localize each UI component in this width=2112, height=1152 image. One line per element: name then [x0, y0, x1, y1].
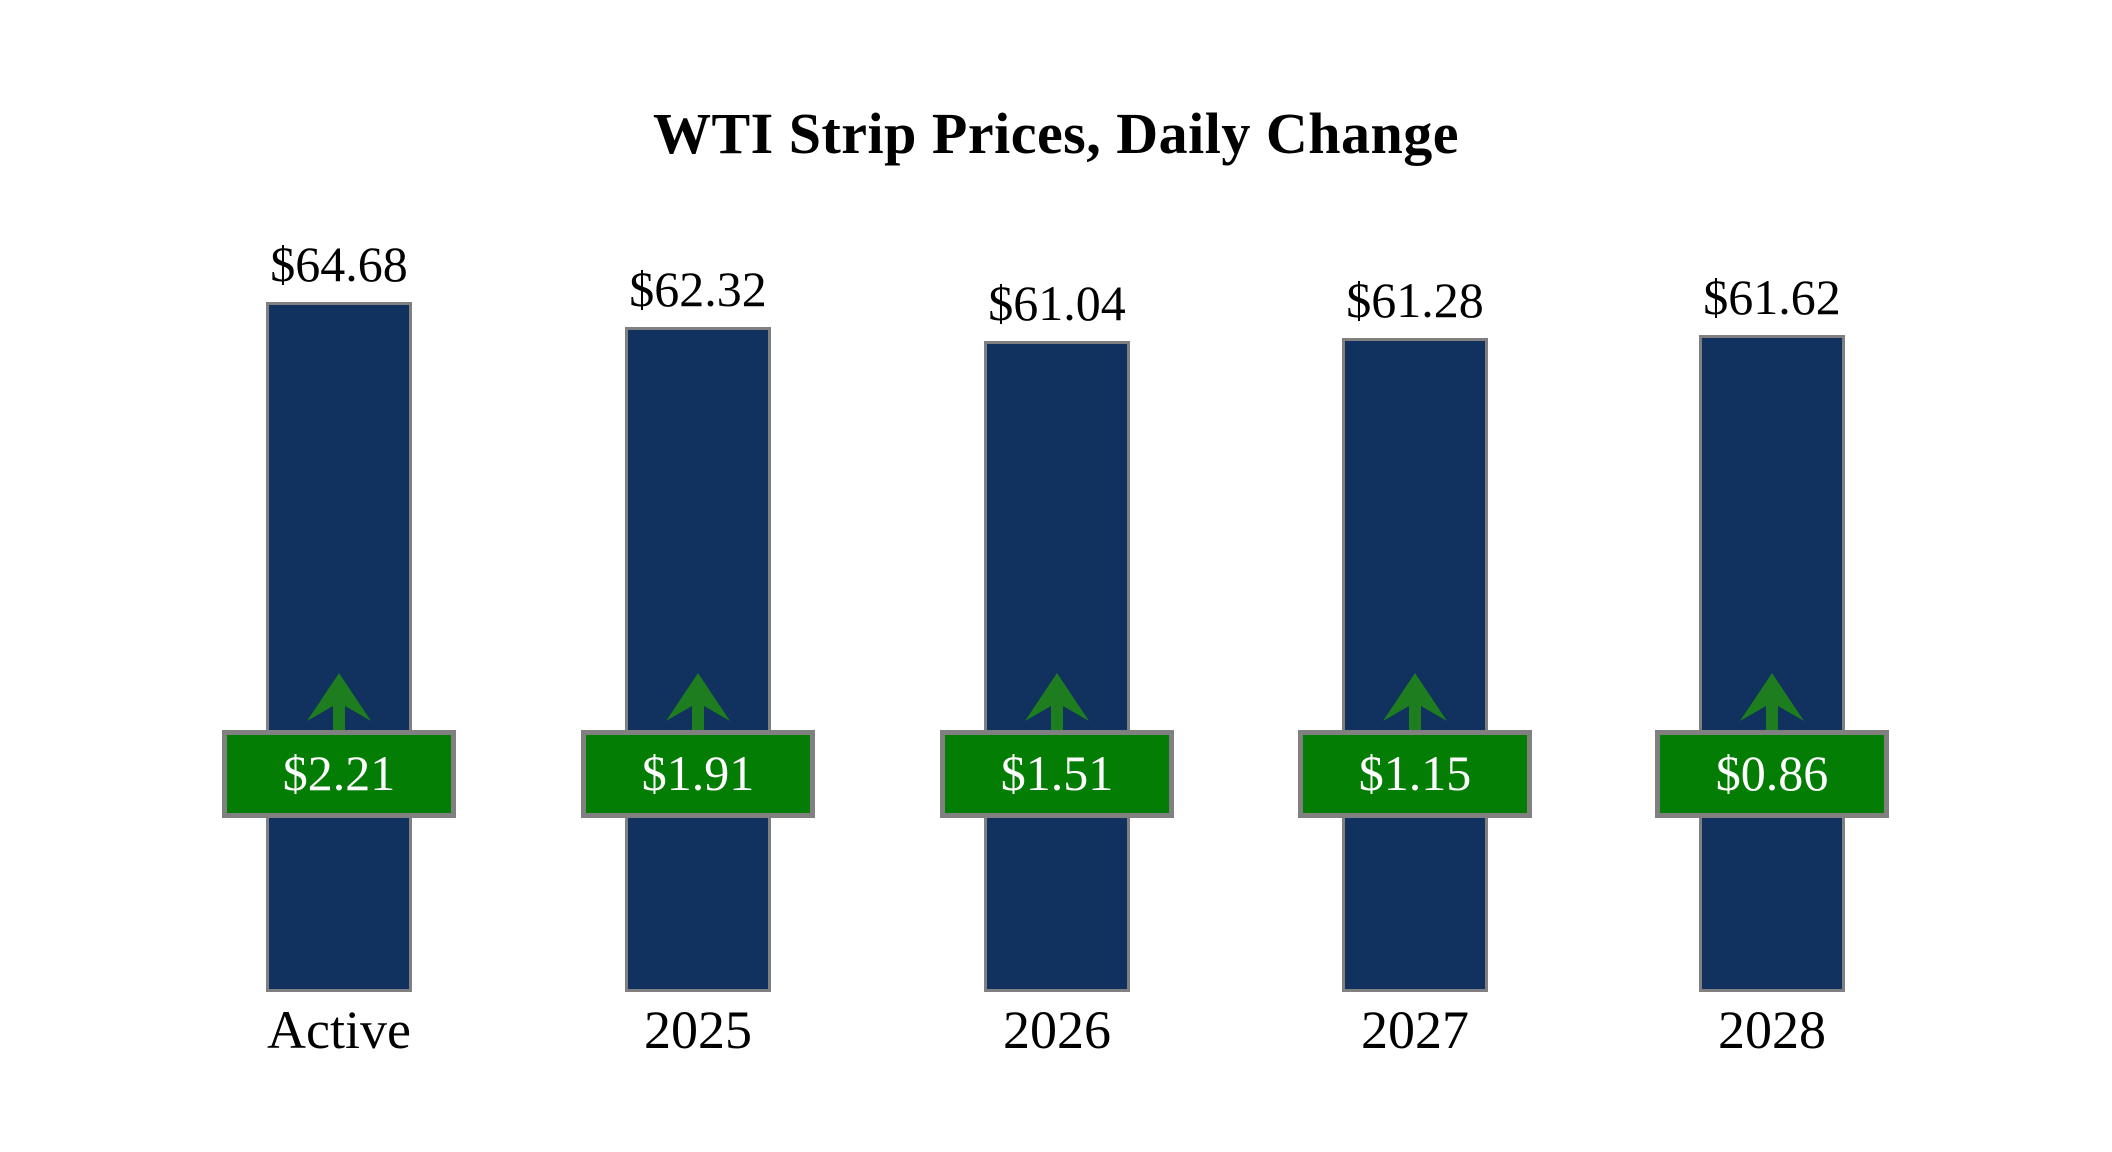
up-arrow-icon	[1025, 673, 1089, 731]
chart-column-2027: $61.28 $1.15 2027	[1265, 0, 1565, 1152]
daily-change-badge: $1.91	[581, 730, 815, 818]
up-arrow-icon	[307, 673, 371, 731]
daily-change-badge: $1.15	[1298, 730, 1532, 818]
chart-column-2025: $62.32 $1.91 2025	[548, 0, 848, 1152]
daily-change-value: $0.86	[1715, 745, 1829, 801]
strip-price-label: $62.32	[629, 261, 767, 317]
strip-price-label: $64.68	[270, 236, 408, 292]
chart-column-2026: $61.04 $1.51 2026	[907, 0, 1207, 1152]
daily-change-value: $1.15	[1358, 745, 1472, 801]
daily-change-badge: $1.51	[940, 730, 1174, 818]
price-bar	[625, 327, 771, 992]
up-arrow-icon	[1740, 673, 1804, 731]
category-label: 2026	[1003, 1000, 1111, 1060]
strip-price-label: $61.28	[1346, 272, 1484, 328]
price-bar	[1699, 335, 1845, 992]
category-label: 2025	[644, 1000, 752, 1060]
up-arrow-icon	[666, 673, 730, 731]
price-bar	[1342, 338, 1488, 992]
daily-change-badge: $2.21	[222, 730, 456, 818]
category-label: Active	[267, 1000, 411, 1060]
price-bar	[266, 302, 412, 992]
daily-change-value: $2.21	[282, 745, 396, 801]
daily-change-badge: $0.86	[1655, 730, 1889, 818]
strip-price-label: $61.62	[1703, 269, 1841, 325]
price-bar	[984, 341, 1130, 992]
up-arrow-icon	[1383, 673, 1447, 731]
strip-price-label: $61.04	[988, 275, 1126, 331]
chart-column-2028: $61.62 $0.86 2028	[1622, 0, 1922, 1152]
category-label: 2027	[1361, 1000, 1469, 1060]
daily-change-value: $1.91	[641, 745, 755, 801]
category-label: 2028	[1718, 1000, 1826, 1060]
daily-change-value: $1.51	[1000, 745, 1114, 801]
chart-title: WTI Strip Prices, Daily Change	[652, 101, 1460, 166]
chart-column-active: $64.68 $2.21 Active	[189, 0, 489, 1152]
